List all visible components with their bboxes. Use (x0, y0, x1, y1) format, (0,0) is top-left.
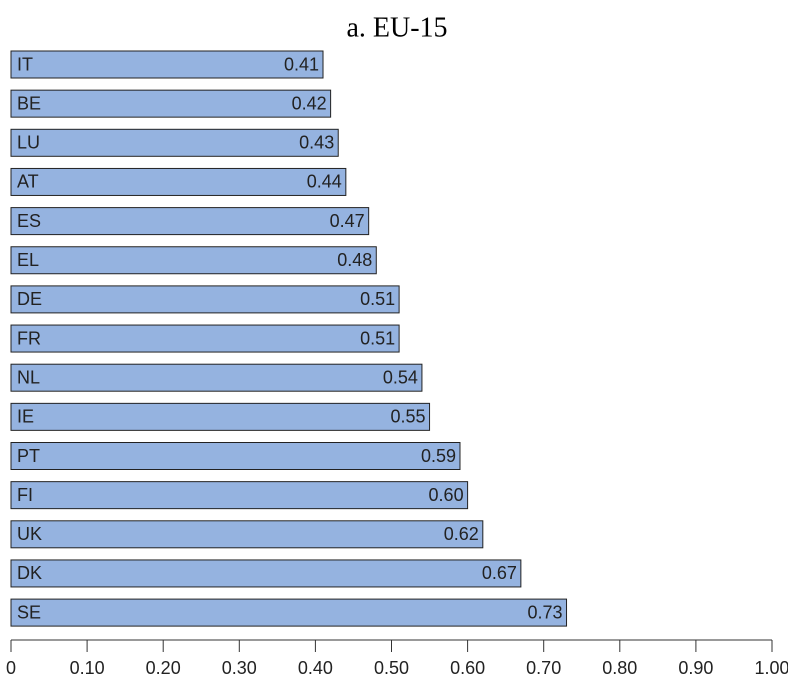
category-label: EL (17, 250, 39, 270)
bar (10, 402, 431, 431)
chart-title: a. EU-15 (346, 12, 447, 43)
category-label: FR (17, 328, 41, 348)
bar (10, 559, 522, 588)
value-label: 0.48 (337, 250, 372, 270)
category-label: DE (17, 289, 42, 309)
value-label: 0.43 (299, 133, 334, 153)
category-label: DK (17, 563, 42, 583)
category-label: AT (17, 172, 39, 192)
category-label: LU (17, 133, 40, 153)
bar (10, 50, 324, 79)
x-tick-label: 0.30 (222, 658, 257, 678)
x-tick-label: 0.50 (374, 658, 409, 678)
bar (10, 246, 377, 275)
category-label: ES (17, 211, 41, 231)
bar (10, 481, 469, 510)
value-label: 0.60 (429, 485, 464, 505)
value-label: 0.47 (330, 211, 365, 231)
x-tick-label: 0.10 (70, 658, 105, 678)
value-label: 0.51 (360, 289, 395, 309)
category-label: IT (17, 54, 33, 74)
x-tick-label: 0.60 (450, 658, 485, 678)
value-label: 0.59 (421, 446, 456, 466)
category-label: SE (17, 602, 41, 622)
bar (10, 520, 484, 549)
category-label: PT (17, 446, 40, 466)
value-label: 0.67 (482, 563, 517, 583)
value-label: 0.51 (360, 328, 395, 348)
x-tick-label: 0 (6, 658, 16, 678)
value-label: 0.54 (383, 367, 418, 387)
bar (10, 598, 568, 627)
x-tick-label: 0.70 (526, 658, 561, 678)
bar (10, 363, 423, 392)
bar (10, 167, 347, 196)
category-label: NL (17, 367, 40, 387)
x-tick-label: 0.40 (298, 658, 333, 678)
value-label: 0.41 (284, 54, 319, 74)
bar (10, 128, 339, 157)
x-tick-label: 0.90 (678, 658, 713, 678)
value-label: 0.44 (307, 172, 342, 192)
value-label: 0.55 (391, 407, 426, 427)
category-label: BE (17, 93, 41, 113)
x-tick-label: 1.00 (754, 658, 788, 678)
bar (10, 442, 461, 470)
bar (10, 324, 400, 353)
bar (10, 207, 370, 236)
x-tick-label: 0.20 (146, 658, 181, 678)
value-label: 0.62 (444, 524, 479, 544)
category-label: FI (17, 485, 33, 505)
bar (10, 89, 332, 118)
bar (10, 285, 400, 314)
value-label: 0.42 (292, 93, 327, 113)
category-label: UK (17, 524, 42, 544)
value-label: 0.73 (527, 602, 562, 622)
category-label: IE (17, 407, 34, 427)
x-tick-label: 0.80 (602, 658, 637, 678)
